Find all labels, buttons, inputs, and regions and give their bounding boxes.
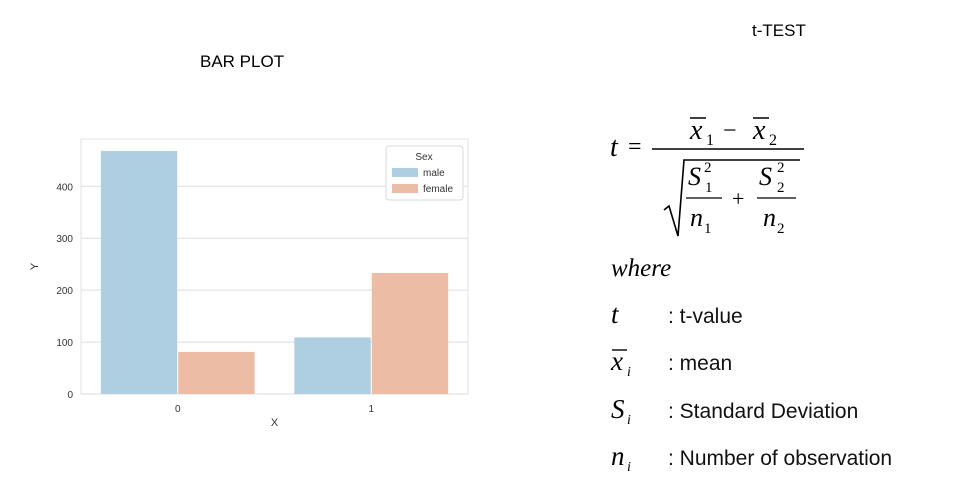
bar-female-1 (371, 272, 449, 394)
y-tick-label: 400 (56, 182, 73, 193)
y-axis-label: Y (29, 262, 41, 270)
formula-plus: + (732, 186, 744, 211)
y-tick-label: 0 (67, 390, 73, 401)
formula-n2: n (763, 203, 776, 232)
definition-text: : mean (668, 352, 732, 375)
y-tick-labels: 0 100 200 300 400 (56, 182, 73, 401)
y-tick-label: 100 (56, 338, 73, 349)
definition-symbol: S (611, 394, 625, 424)
t-test-formula: t = x 1 − x 2 S 2 1 n 1 + S 2 2 n 2 wher… (610, 115, 804, 282)
definition-row: t : t-value (611, 299, 743, 329)
formula-s1-sup: 2 (704, 160, 712, 176)
definition-text: : Standard Deviation (668, 400, 858, 423)
definition-symbol-sub: i (627, 365, 631, 380)
formula-x1: x (689, 115, 703, 146)
bar-plot-title: BAR PLOT (200, 52, 285, 71)
formula-n2-sub: 2 (777, 221, 785, 237)
formula-minus: − (723, 118, 737, 144)
formula-n1: n (690, 203, 703, 232)
legend: Sex male female (385, 145, 464, 201)
definition-symbol: x (610, 346, 623, 376)
bars (100, 150, 449, 394)
x-tick-label: 1 (368, 404, 374, 415)
formula-s1: S (688, 162, 701, 191)
bar-male-1 (294, 337, 371, 394)
definition-text: : t-value (668, 305, 743, 328)
formula-s2-sup: 2 (777, 160, 785, 176)
x-axis-label: X (271, 417, 279, 429)
formula-x2-sub: 2 (769, 132, 777, 149)
formula-s2: S (759, 162, 772, 191)
formula-x1-sub: 1 (706, 132, 714, 149)
definition-symbol-sub: i (627, 413, 631, 428)
sqrt-symbol (663, 159, 800, 237)
definition-symbol: t (611, 299, 620, 329)
formula-where: where (611, 255, 671, 282)
y-tick-label: 200 (56, 286, 73, 297)
bar-male-0 (100, 150, 178, 394)
legend-swatch-female (392, 184, 418, 193)
formula-n1-sub: 1 (704, 221, 712, 237)
legend-label-male: male (423, 168, 445, 179)
x-tick-label: 0 (175, 404, 181, 415)
legend-label-female: female (423, 184, 453, 195)
definition-symbol: n (611, 441, 625, 471)
definition-symbol-sub: i (627, 460, 631, 475)
formula-s1-sub: 1 (705, 180, 713, 196)
formula-s2-sub: 2 (777, 180, 785, 196)
legend-swatch-male (392, 168, 418, 177)
t-test-title: t-TEST (752, 21, 806, 40)
definition-text: : Number of observation (668, 447, 892, 470)
legend-items: male female (392, 168, 453, 195)
legend-title: Sex (415, 152, 432, 163)
bar-female-0 (178, 351, 255, 394)
formula-x2: x (752, 115, 766, 146)
formula-t: t (610, 132, 619, 163)
y-tick-label: 300 (56, 234, 73, 245)
formula-equals: = (628, 134, 642, 160)
